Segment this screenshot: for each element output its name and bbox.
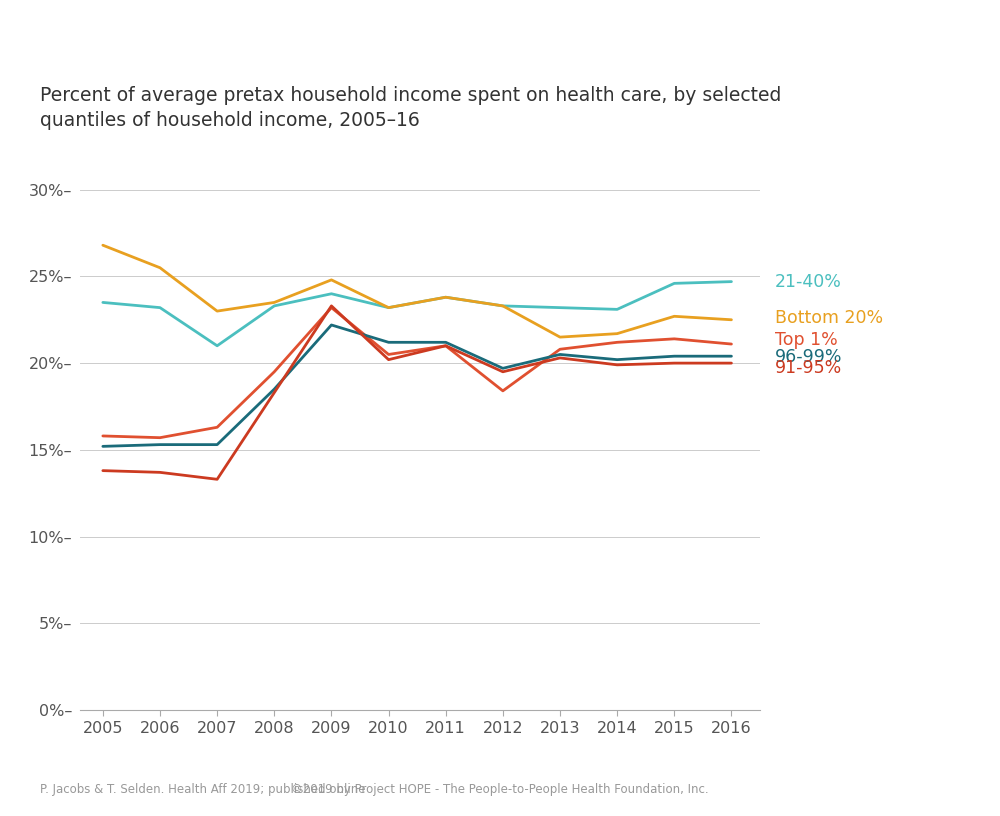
- Text: Bottom 20%: Bottom 20%: [775, 309, 883, 327]
- Text: Percent of average pretax household income spent on health care, by selected
qua: Percent of average pretax household inco…: [40, 86, 781, 130]
- Text: Top 1%: Top 1%: [775, 330, 838, 348]
- Text: P. Jacobs & T. Selden. Health Aff 2019; published online: P. Jacobs & T. Selden. Health Aff 2019; …: [40, 783, 366, 796]
- Text: 96-99%: 96-99%: [775, 348, 842, 366]
- Text: 21-40%: 21-40%: [775, 273, 842, 290]
- Text: ©2019 by Project HOPE - The People-to-People Health Foundation, Inc.: ©2019 by Project HOPE - The People-to-Pe…: [291, 783, 709, 796]
- Text: Health Affairs: Health Affairs: [816, 771, 958, 789]
- Text: 91-95%: 91-95%: [775, 359, 842, 377]
